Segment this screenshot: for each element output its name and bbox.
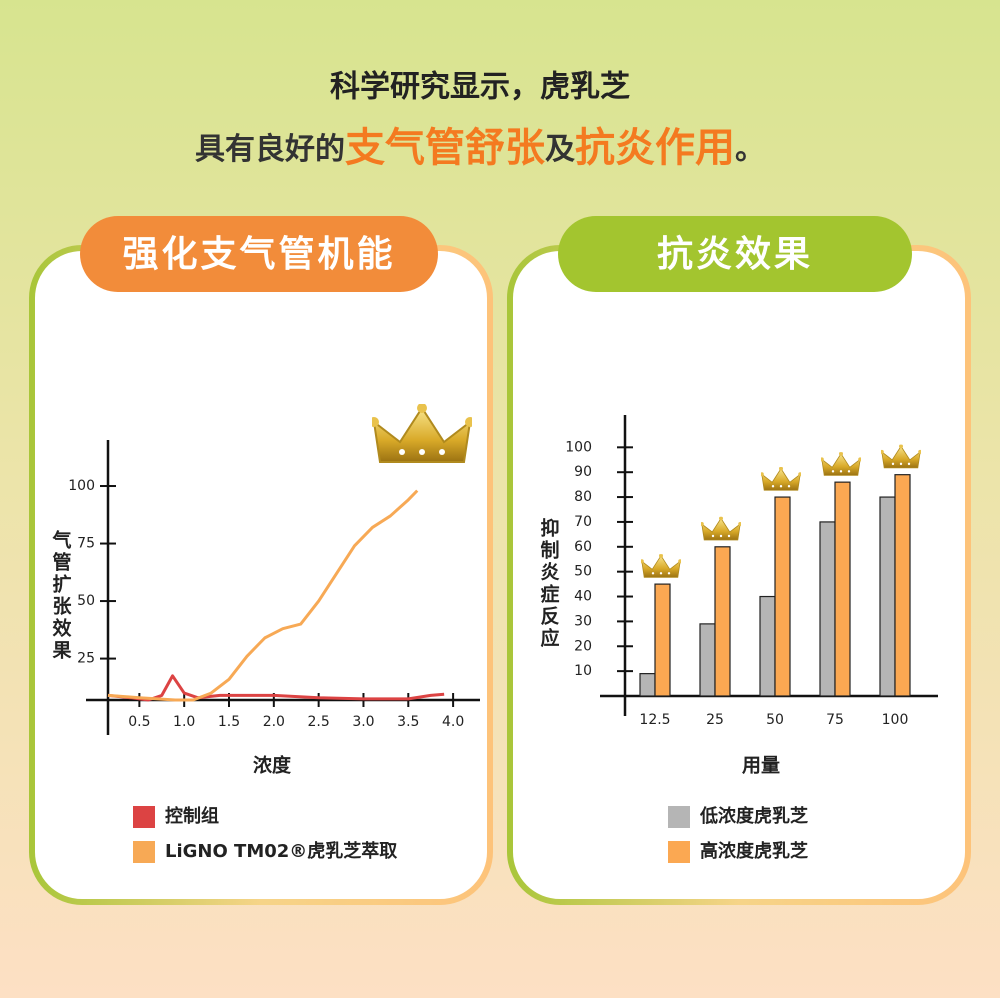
x-tick-label: 4.0: [442, 714, 464, 730]
text: 及: [545, 132, 575, 167]
y-axis-label: 抑制炎症反应: [538, 518, 560, 650]
y-tick-label: 50: [574, 564, 592, 580]
x-tick-label: 2.0: [263, 714, 285, 730]
y-tick-label: 20: [574, 638, 592, 654]
y-tick-label: 30: [574, 613, 592, 629]
legend-swatch: [133, 841, 155, 863]
y-tick-label: 75: [77, 536, 95, 552]
x-tick-label: 3.0: [352, 714, 374, 730]
bar: [714, 546, 731, 697]
legend-swatch: [668, 806, 690, 828]
y-tick-label: 100: [565, 439, 592, 455]
bar: [774, 496, 791, 697]
bar: [654, 583, 671, 697]
legend-swatch: [133, 806, 155, 828]
x-tick-label: 1.5: [218, 714, 240, 730]
y-tick-label: 60: [574, 539, 592, 555]
bar: [639, 673, 656, 697]
x-tick-label: 12.5: [639, 712, 670, 728]
x-tick-label: 0.5: [128, 714, 150, 730]
bar: [759, 595, 776, 697]
badge: [80, 216, 438, 292]
x-tick-label: 3.5: [397, 714, 419, 730]
x-tick-label: 1.0: [173, 714, 195, 730]
y-tick-label: 80: [574, 489, 592, 505]
text: 。: [735, 132, 765, 167]
x-tick-label: 75: [826, 712, 844, 728]
y-tick-label: 70: [574, 514, 592, 530]
y-tick-label: 25: [77, 651, 95, 667]
y-axis-label: 气管扩张效果: [50, 529, 73, 662]
legend-label: 控制组: [165, 805, 219, 827]
headline: 科学研究显示，虎乳芝: [330, 70, 630, 105]
y-tick-label: 90: [574, 464, 592, 480]
bar: [894, 474, 911, 697]
badge-title: 抗炎效果: [657, 233, 813, 275]
x-tick-label: 50: [766, 712, 784, 728]
y-tick-label: 100: [68, 478, 95, 494]
x-axis-label: 用量: [742, 755, 780, 777]
x-axis-label: 浓度: [253, 754, 292, 777]
headline: 具有良好的支气管舒张及抗炎作用。: [195, 125, 765, 171]
bar: [819, 521, 836, 697]
y-tick-label: 50: [77, 593, 95, 609]
line: [107, 489, 419, 702]
legend-label: LiGNO TM02®虎乳芝萃取: [165, 840, 398, 862]
legend-label: 高浓度虎乳芝: [700, 840, 808, 862]
bar: [699, 623, 716, 697]
x-tick-label: 100: [882, 712, 909, 728]
bar: [834, 481, 851, 697]
x-tick-label: 2.5: [308, 714, 330, 730]
x-tick-label: 25: [706, 712, 724, 728]
y-tick-label: 10: [574, 663, 592, 679]
y-tick-label: 40: [574, 589, 592, 605]
badge: [558, 216, 912, 292]
legend-swatch: [668, 841, 690, 863]
card: [29, 245, 493, 905]
legend-label: 低浓度虎乳芝: [699, 805, 808, 827]
highlight: 抗炎作用: [575, 125, 735, 171]
highlight: 支气管舒张: [345, 125, 545, 171]
bar: [879, 496, 896, 697]
badge-title: 强化支气管机能: [122, 234, 395, 275]
text: 具有良好的: [195, 132, 345, 167]
